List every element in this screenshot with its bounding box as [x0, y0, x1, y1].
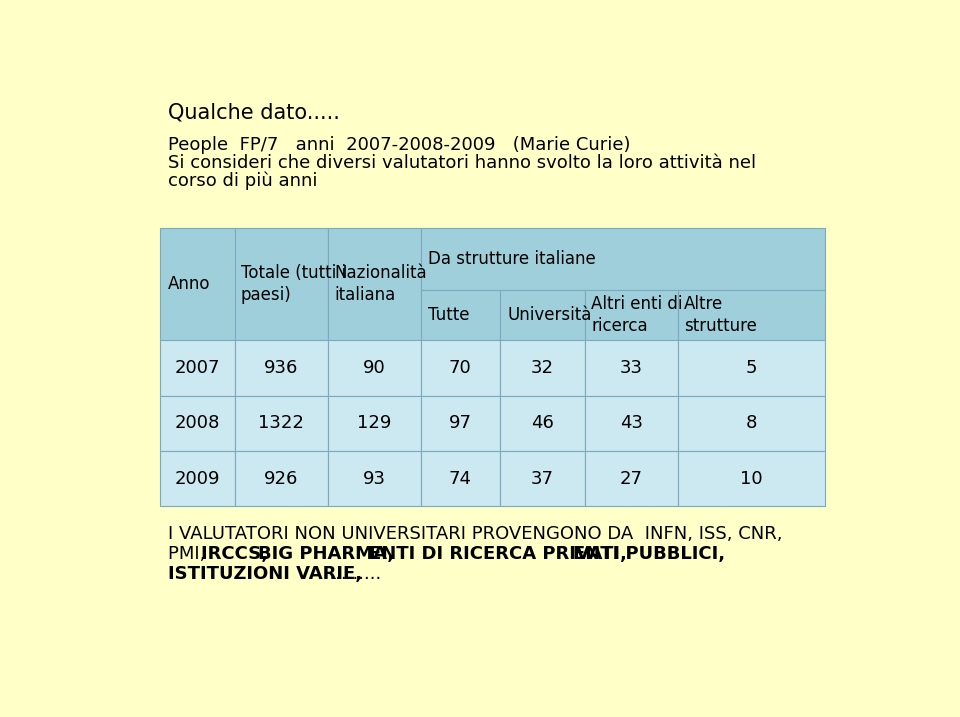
Bar [585, 451, 678, 506]
Text: 8: 8 [746, 414, 757, 432]
Text: ENTI DI RICERCA PRIVATI,: ENTI DI RICERCA PRIVATI, [369, 545, 633, 563]
Text: 27: 27 [620, 470, 643, 488]
Text: 43: 43 [620, 414, 643, 432]
Text: Totale (tutti i
paesi): Totale (tutti i paesi) [241, 265, 346, 305]
Bar [327, 451, 420, 506]
Text: .........: ......... [319, 565, 382, 583]
Text: 70: 70 [449, 359, 471, 377]
Bar [420, 396, 500, 451]
Text: Altri enti di
ricerca: Altri enti di ricerca [591, 295, 683, 336]
Text: 2007: 2007 [175, 359, 220, 377]
Bar [420, 340, 500, 396]
Text: PMI,: PMI, [168, 545, 211, 563]
Bar [420, 229, 826, 290]
Text: 93: 93 [363, 470, 386, 488]
Bar [678, 290, 826, 340]
Bar [678, 340, 826, 396]
Text: ISTITUZIONI VARIE,: ISTITUZIONI VARIE, [168, 565, 362, 583]
Text: 97: 97 [448, 414, 471, 432]
Bar [327, 229, 420, 340]
Text: IRCCS,: IRCCS, [202, 545, 275, 563]
Bar [420, 290, 500, 340]
Bar [327, 340, 420, 396]
Bar [585, 290, 678, 340]
Text: Anno: Anno [168, 275, 210, 293]
Text: 936: 936 [264, 359, 299, 377]
Text: People  FP/7   anni  2007-2008-2009   (Marie Curie): People FP/7 anni 2007-2008-2009 (Marie C… [168, 136, 631, 154]
Text: 32: 32 [531, 359, 554, 377]
Bar [678, 451, 826, 506]
Text: 2008: 2008 [175, 414, 220, 432]
Bar [234, 340, 327, 396]
Text: Università: Università [508, 306, 592, 324]
Bar [327, 396, 420, 451]
Text: 46: 46 [531, 414, 554, 432]
Text: Qualche dato.....: Qualche dato..... [168, 103, 340, 123]
Text: 90: 90 [363, 359, 386, 377]
Text: I VALUTATORI NON UNIVERSITARI PROVENGONO DA  INFN, ISS, CNR,: I VALUTATORI NON UNIVERSITARI PROVENGONO… [168, 525, 782, 543]
Bar [160, 229, 234, 340]
Text: BIG PHARMA,: BIG PHARMA, [258, 545, 400, 563]
Bar [160, 340, 234, 396]
Bar [160, 451, 234, 506]
Text: corso di più anni: corso di più anni [168, 171, 318, 190]
Bar [585, 396, 678, 451]
Text: 2009: 2009 [175, 470, 220, 488]
Bar [585, 340, 678, 396]
Bar [234, 396, 327, 451]
Bar [500, 396, 585, 451]
Bar [500, 451, 585, 506]
Bar [234, 451, 327, 506]
Text: Nazionalità
italiana: Nazionalità italiana [334, 265, 426, 305]
Text: Tutte: Tutte [428, 306, 470, 324]
Text: 1322: 1322 [258, 414, 304, 432]
Text: 926: 926 [264, 470, 299, 488]
Text: Da strutture italiane: Da strutture italiane [428, 250, 596, 268]
Text: 10: 10 [740, 470, 763, 488]
Text: 129: 129 [357, 414, 392, 432]
Text: 74: 74 [448, 470, 471, 488]
Bar [500, 340, 585, 396]
Text: ENTI PUBBLICI,: ENTI PUBBLICI, [573, 545, 726, 563]
Text: 5: 5 [746, 359, 757, 377]
Text: Si consideri che diversi valutatori hanno svolto la loro attività nel: Si consideri che diversi valutatori hann… [168, 154, 756, 172]
Text: Altre
strutture: Altre strutture [684, 295, 757, 336]
Bar [234, 229, 327, 340]
Text: 37: 37 [531, 470, 554, 488]
Bar [678, 396, 826, 451]
Text: 33: 33 [620, 359, 643, 377]
Bar [500, 290, 585, 340]
Bar [160, 396, 234, 451]
Bar [420, 451, 500, 506]
